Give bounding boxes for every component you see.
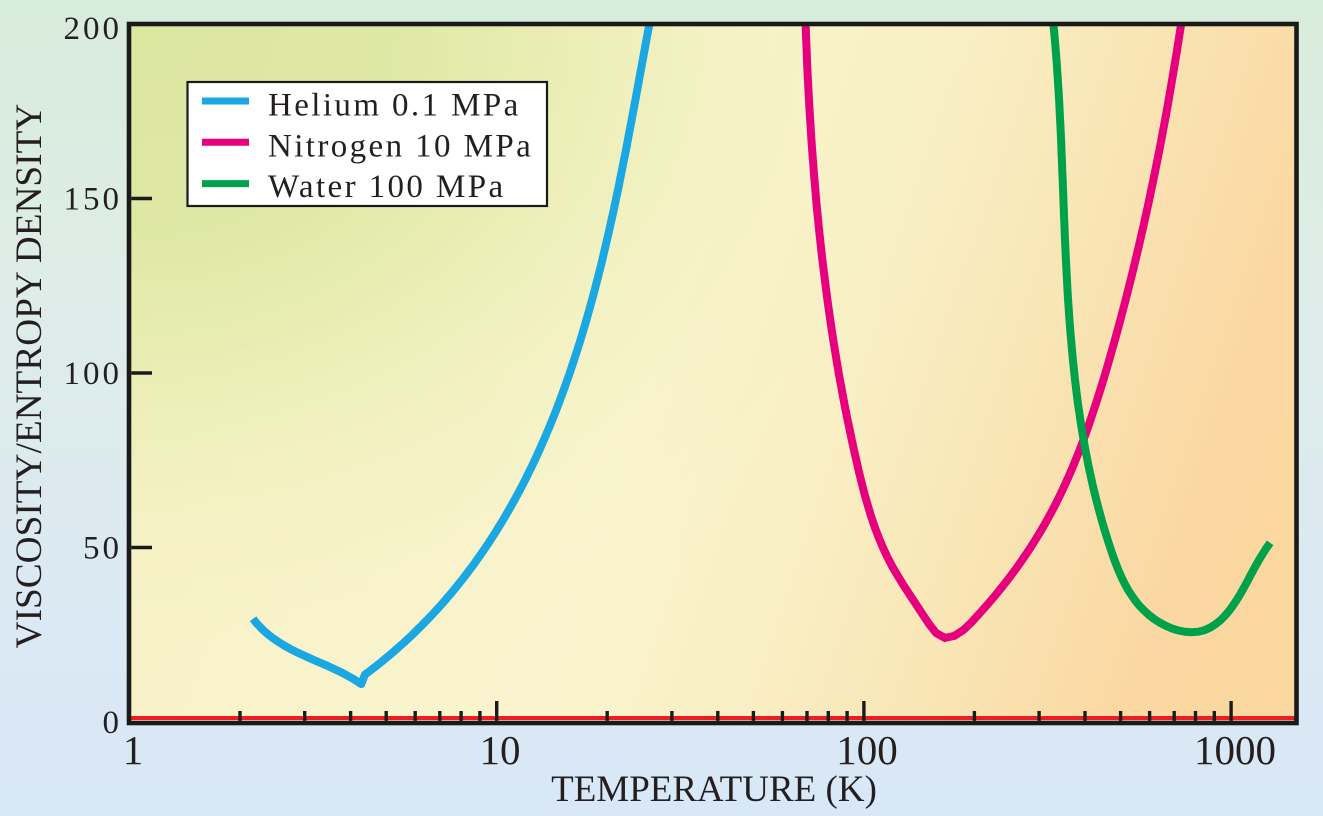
svg-text:1000: 1000 xyxy=(1194,727,1276,773)
svg-text:Water 100 MPa: Water 100 MPa xyxy=(268,169,506,205)
svg-text:TEMPERATURE (K): TEMPERATURE (K) xyxy=(551,769,877,810)
svg-text:Nitrogen 10 MPa: Nitrogen 10 MPa xyxy=(268,128,533,164)
svg-text:50: 50 xyxy=(83,531,122,567)
svg-text:150: 150 xyxy=(64,182,123,218)
svg-text:200: 200 xyxy=(64,11,123,47)
svg-text:1: 1 xyxy=(123,727,144,773)
svg-text:100: 100 xyxy=(836,727,898,773)
svg-text:0: 0 xyxy=(103,705,123,741)
svg-text:VISCOSITY/ENTROPY DENSITY: VISCOSITY/ENTROPY DENSITY xyxy=(9,104,50,649)
svg-text:10: 10 xyxy=(480,727,521,773)
svg-text:100: 100 xyxy=(64,356,123,392)
svg-text:Helium 0.1 MPa: Helium 0.1 MPa xyxy=(268,88,521,124)
